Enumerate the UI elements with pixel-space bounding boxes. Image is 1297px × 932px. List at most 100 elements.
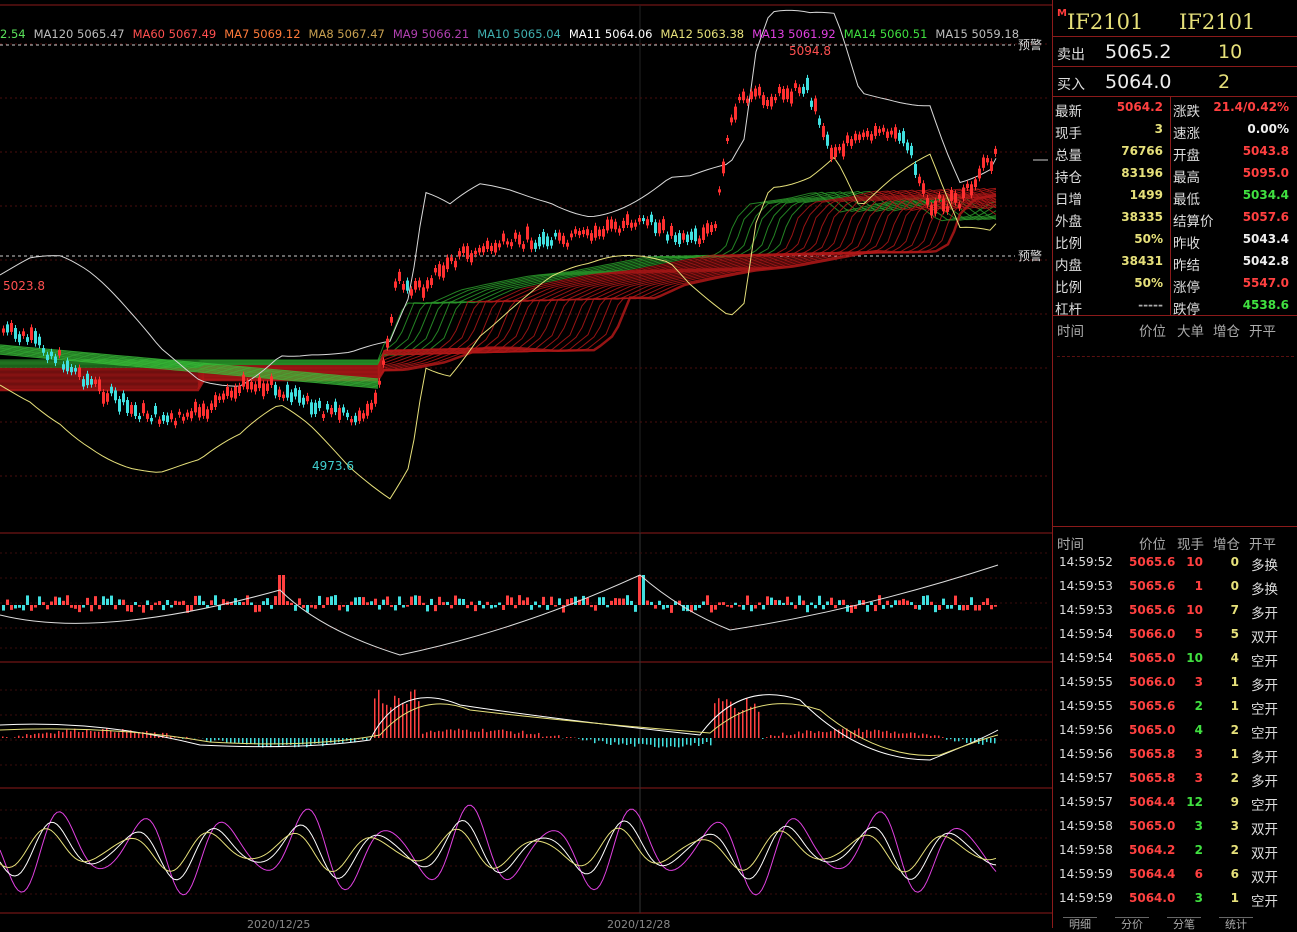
quote-value: 5095.0 [1243,166,1289,180]
bid-row[interactable]: 买入 5064.0 2 [1053,67,1297,97]
volume-bar [938,605,941,610]
tick-oi: 3 [1231,819,1239,833]
candle [738,97,741,100]
volume-bar [422,603,425,605]
candle [550,240,553,245]
macd-bar [98,732,100,738]
macd-bar [506,731,508,738]
volume-bar [546,605,549,610]
symbol-code[interactable]: IF2101 [1067,10,1143,34]
volume-bar [598,597,601,605]
tab-1[interactable]: 分价 [1115,917,1149,931]
quote-panel: M IF2101 IF2101 卖出 5065.2 10 买入 5064.0 2… [1052,0,1297,928]
tab-2[interactable]: 分笔 [1167,917,1201,931]
candle [2,328,5,332]
volume-bar [362,597,365,605]
ma-curve [0,192,996,365]
candle [202,404,205,416]
tick-p: 5064.4 [1129,867,1175,881]
macd-bar [86,729,88,738]
macd-bar [414,690,416,738]
tick-t: 14:59:59 [1059,891,1113,905]
volume-bar [978,605,981,610]
quote-value: 50% [1134,276,1163,290]
ma-legend-item: MA7 5069.12 [224,27,300,41]
candle [874,126,877,136]
quote-key: 昨结 [1173,254,1200,274]
volume-bar [434,605,437,611]
volume-bar [118,599,121,605]
volume-bar [54,597,57,605]
low-label: 4973.6 [312,459,354,473]
candle [542,232,545,244]
macd-bar [482,729,484,738]
candle [198,407,201,417]
ma-curve [0,191,996,372]
volume-bar [870,602,873,605]
candle [162,415,165,421]
tick-header-oi: 增仓 [1213,533,1240,553]
quote-row: 杠杆----- [1053,295,1171,317]
candle [170,413,173,419]
macd-bar [946,738,948,740]
candle [250,382,253,390]
tick-oc: 空开 [1251,698,1278,718]
candle [230,391,233,398]
volume-bar [322,605,325,608]
candle [422,287,425,297]
volume-bar [718,602,721,605]
volume-bar [942,599,945,605]
quote-value: 0.00% [1247,122,1289,136]
volume-bar [502,605,505,610]
macd-bar [782,733,784,738]
candle [346,413,349,417]
tick-v: 1 [1195,579,1203,593]
candle [630,223,633,228]
ask-row[interactable]: 卖出 5065.2 10 [1053,37,1297,67]
macd-bar [378,690,380,738]
tick-oc: 空开 [1251,794,1278,814]
macd-bar [766,737,768,738]
candle [830,148,833,159]
tab-3[interactable]: 统计 [1219,917,1253,931]
candle [950,190,953,201]
candle [314,403,317,414]
candle [854,134,857,141]
macd-bar [654,738,656,747]
candle [222,394,225,400]
big-header-big: 大单 [1177,320,1204,340]
candle [70,367,73,372]
candle [702,227,705,239]
candle [226,387,229,396]
ma-curve [0,192,996,368]
macd-bar [54,734,56,738]
volume-bar [370,601,373,605]
candle [846,135,849,143]
macd-bar [598,738,600,741]
candle [174,421,177,425]
macd-bar [94,732,96,738]
tick-t: 14:59:59 [1059,867,1113,881]
tick-oc: 多开 [1251,602,1278,622]
candle [50,352,53,357]
volume-bar [550,597,553,605]
tab-0[interactable]: 明细 [1063,917,1097,931]
volume-bar [930,602,933,605]
candle [286,385,289,398]
volume-bar [490,605,493,608]
candle [842,144,845,157]
candle [814,98,817,111]
macd-bar [70,731,72,738]
macd-bar [670,738,672,746]
macd-bar [2,736,4,738]
volume-bar [46,605,49,609]
volume-bar [386,596,389,605]
macd-bar [82,732,84,738]
candle [462,246,465,253]
